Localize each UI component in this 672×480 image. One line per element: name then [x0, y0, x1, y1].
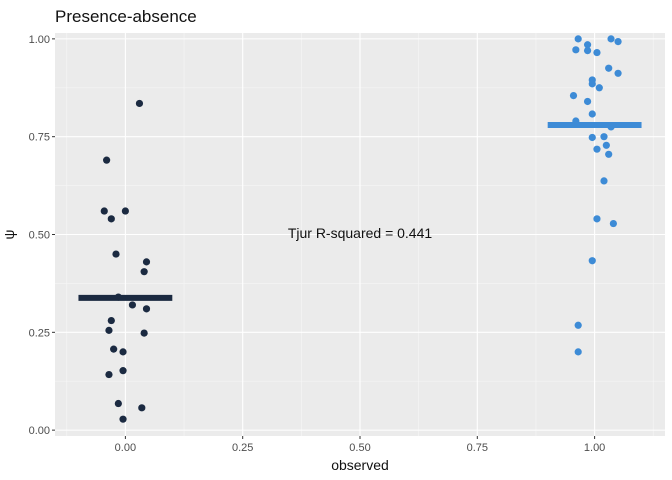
data-point-0: [142, 305, 151, 313]
data-point-1: [593, 48, 601, 57]
data-point-1: [614, 38, 622, 46]
y-tick-label: 0.50: [29, 230, 50, 242]
data-point-0: [119, 348, 127, 356]
x-axis-title: observed: [331, 457, 389, 473]
data-point-1: [600, 133, 608, 141]
data-point-0: [103, 156, 111, 164]
data-point-1: [583, 97, 592, 106]
data-point-1: [572, 46, 580, 54]
data-point-1: [595, 84, 603, 92]
tjur-annotation: Tjur R-squared = 0.441: [288, 225, 433, 241]
data-point-1: [600, 177, 608, 185]
data-point-0: [121, 207, 129, 215]
data-point-1: [569, 92, 578, 100]
data-point-0: [142, 258, 151, 266]
y-tick-label: 0.25: [29, 327, 50, 339]
data-point-1: [593, 145, 601, 153]
data-point-0: [105, 326, 113, 334]
x-tick-label: 1.00: [584, 442, 605, 454]
data-point-1: [574, 35, 582, 43]
data-point-1: [588, 257, 596, 265]
x-tick-label: 0.50: [349, 442, 370, 454]
data-point-0: [119, 367, 127, 375]
data-point-1: [588, 80, 596, 88]
data-point-0: [140, 329, 148, 337]
data-point-1: [574, 321, 582, 329]
data-point-0: [100, 207, 108, 215]
data-point-0: [107, 215, 115, 223]
data-point-0: [112, 250, 120, 258]
data-point-0: [114, 399, 122, 408]
data-point-0: [138, 404, 146, 412]
data-point-1: [602, 141, 610, 149]
data-point-1: [574, 348, 582, 356]
data-point-1: [588, 110, 596, 118]
chart-title: Presence-absence: [55, 7, 197, 26]
data-point-1: [593, 215, 601, 223]
y-tick-label: 0.00: [29, 425, 50, 437]
data-point-0: [107, 316, 115, 325]
x-axis-ticks: 0.00 0.25 0.50 0.75 1.00: [115, 436, 605, 454]
data-point-1: [609, 219, 617, 228]
y-axis-title: ψ: [1, 229, 17, 239]
data-point-0: [119, 415, 127, 423]
data-point-0: [110, 345, 118, 353]
mean-lines: [78, 121, 642, 301]
data-point-1: [588, 133, 596, 142]
y-tick-label: 1.00: [29, 34, 50, 46]
data-point-0: [140, 268, 148, 276]
y-axis-ticks: 0.00 0.25 0.50 0.75 1.00: [29, 34, 55, 437]
data-point-1: [614, 69, 622, 77]
data-point-1: [583, 41, 592, 49]
data-point-0: [135, 99, 144, 108]
data-point-1: [583, 47, 592, 55]
x-tick-label: 0.25: [232, 442, 253, 454]
data-point-0: [105, 370, 113, 379]
x-tick-label: 0.00: [115, 442, 136, 454]
data-point-0: [128, 301, 137, 309]
y-tick-label: 0.75: [29, 132, 50, 144]
data-point-1: [607, 35, 615, 43]
data-point-1: [605, 150, 613, 158]
x-tick-label: 0.75: [467, 442, 488, 454]
data-point-1: [605, 64, 613, 72]
